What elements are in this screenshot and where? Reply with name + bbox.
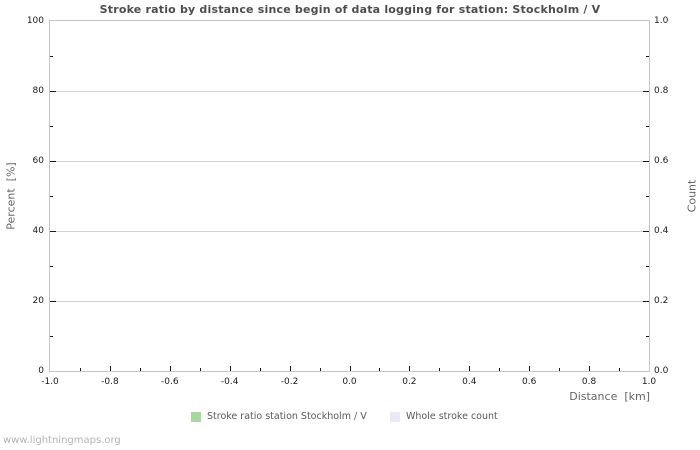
y2-major-tick bbox=[643, 161, 649, 162]
y-major-tick bbox=[50, 231, 56, 232]
x-tick-label: 0.4 bbox=[462, 377, 477, 387]
plot-area bbox=[49, 20, 650, 372]
legend-swatch-stroke-ratio bbox=[191, 412, 201, 422]
legend-label-stroke-ratio: Stroke ratio station Stockholm / V bbox=[207, 411, 367, 422]
y-major-tick bbox=[50, 301, 56, 302]
x-tick-label: -0.6 bbox=[161, 377, 179, 387]
x-major-tick bbox=[169, 366, 171, 371]
x-minor-tick bbox=[559, 368, 561, 371]
x-minor-tick bbox=[79, 368, 81, 371]
x-tick-label: -0.8 bbox=[101, 377, 119, 387]
y-minor-tick bbox=[50, 266, 53, 267]
y2-minor-tick bbox=[646, 126, 649, 127]
x-minor-tick bbox=[319, 368, 321, 371]
x-minor-tick bbox=[139, 368, 141, 371]
y-major-tick bbox=[50, 161, 56, 162]
gridline bbox=[50, 301, 649, 302]
legend-swatch-whole-stroke-count bbox=[390, 412, 400, 422]
y2-major-tick bbox=[643, 301, 649, 302]
x-major-tick bbox=[109, 366, 111, 371]
x-minor-tick bbox=[199, 368, 201, 371]
x-minor-tick bbox=[439, 368, 441, 371]
y-tick-label: 0 bbox=[38, 366, 44, 376]
y-minor-tick bbox=[50, 56, 53, 57]
x-minor-tick bbox=[619, 368, 621, 371]
x-tick-label: -0.2 bbox=[280, 377, 299, 387]
y-tick-label: 100 bbox=[26, 16, 44, 26]
x-major-tick bbox=[229, 366, 231, 371]
chart-title: Stroke ratio by distance since begin of … bbox=[99, 3, 601, 16]
y2-tick-label: 0.6 bbox=[654, 156, 669, 166]
y2-minor-tick bbox=[646, 56, 649, 57]
y-tick-label: 60 bbox=[32, 156, 44, 166]
x-tick-label: -1.0 bbox=[41, 377, 59, 387]
watermark: www.lightningmaps.org bbox=[3, 435, 121, 446]
x-minor-tick bbox=[379, 368, 381, 371]
y-axis-label-right: Count bbox=[685, 179, 699, 213]
y2-major-tick bbox=[643, 231, 649, 232]
y2-minor-tick bbox=[646, 336, 649, 337]
x-minor-tick bbox=[499, 368, 501, 371]
x-major-tick bbox=[349, 366, 351, 371]
gridline bbox=[50, 91, 649, 92]
y2-tick-label: 0.2 bbox=[654, 296, 669, 306]
y2-tick-label: 0.4 bbox=[654, 226, 669, 236]
y-tick-label: 40 bbox=[32, 226, 44, 236]
x-major-tick bbox=[289, 366, 291, 371]
y-tick-label: 20 bbox=[32, 296, 44, 306]
x-tick-label: 0.8 bbox=[581, 377, 597, 387]
x-major-tick bbox=[529, 366, 531, 371]
y2-minor-tick bbox=[646, 196, 649, 197]
y-minor-tick bbox=[50, 126, 53, 127]
x-axis-label: Distance [km] bbox=[569, 390, 650, 403]
gridline bbox=[50, 161, 649, 162]
y2-tick-label: 0.8 bbox=[654, 86, 669, 96]
x-minor-tick bbox=[259, 368, 261, 371]
x-major-tick bbox=[589, 366, 591, 371]
y-axis-label-left: Percent [%] bbox=[4, 162, 18, 230]
x-tick-label: -0.4 bbox=[220, 377, 239, 387]
y2-tick-label: 0.0 bbox=[654, 366, 669, 376]
y-tick-label: 80 bbox=[32, 86, 44, 96]
y-major-tick bbox=[50, 91, 56, 92]
y-minor-tick bbox=[50, 336, 53, 337]
x-tick-label: 0.2 bbox=[402, 377, 417, 387]
x-tick-label: 0.0 bbox=[342, 377, 357, 387]
gridline bbox=[50, 231, 649, 232]
x-major-tick bbox=[409, 366, 411, 371]
y2-tick-label: 1.0 bbox=[654, 16, 669, 26]
legend-label-whole-stroke-count: Whole stroke count bbox=[406, 411, 498, 422]
x-tick-label: 1.0 bbox=[641, 377, 657, 387]
y2-minor-tick bbox=[646, 266, 649, 267]
x-major-tick bbox=[469, 366, 471, 371]
y2-major-tick bbox=[643, 91, 649, 92]
x-tick-label: 0.6 bbox=[522, 377, 537, 387]
y-minor-tick bbox=[50, 196, 53, 197]
